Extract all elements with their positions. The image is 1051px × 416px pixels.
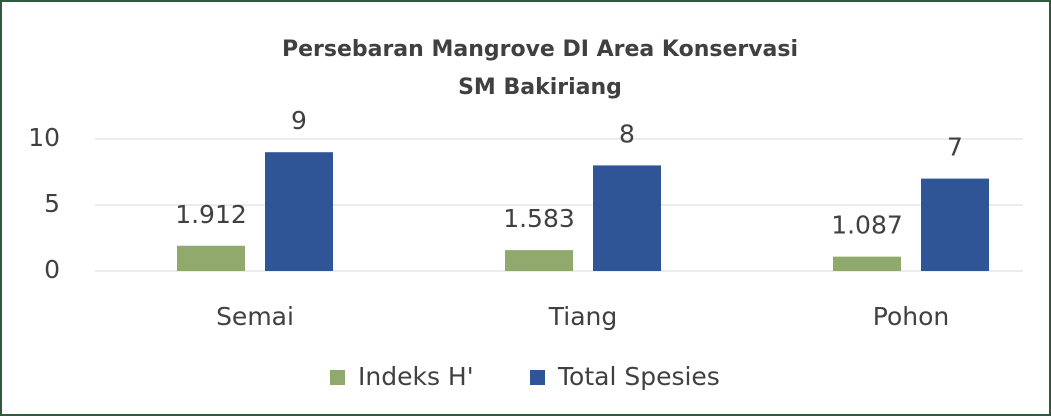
- y-tick-label: 5: [44, 189, 60, 218]
- value-label: 8: [619, 119, 635, 148]
- value-label: 7: [947, 133, 963, 162]
- value-label: 1.087: [831, 211, 903, 240]
- chart-title: SM Bakiriang: [458, 75, 622, 100]
- chart-title: Persebaran Mangrove DI Area Konservasi: [282, 37, 798, 62]
- legend-swatch: [330, 370, 345, 385]
- bar: [265, 152, 333, 271]
- y-tick-label: 0: [44, 255, 60, 284]
- x-tick-label: Pohon: [873, 302, 949, 331]
- bar: [921, 178, 989, 271]
- value-label: 9: [291, 106, 307, 135]
- legend-swatch: [530, 370, 545, 385]
- bar: [505, 250, 573, 271]
- value-label: 1.912: [175, 200, 247, 229]
- legend-label: Total Spesies: [557, 362, 720, 391]
- value-label: 1.583: [503, 204, 575, 233]
- bar: [177, 245, 245, 271]
- legend-label: Indeks H': [358, 362, 474, 391]
- x-tick-label: Semai: [216, 302, 294, 331]
- x-tick-label: Tiang: [548, 302, 617, 331]
- bar: [833, 256, 901, 271]
- y-tick-label: 10: [28, 123, 60, 152]
- bar: [593, 165, 661, 271]
